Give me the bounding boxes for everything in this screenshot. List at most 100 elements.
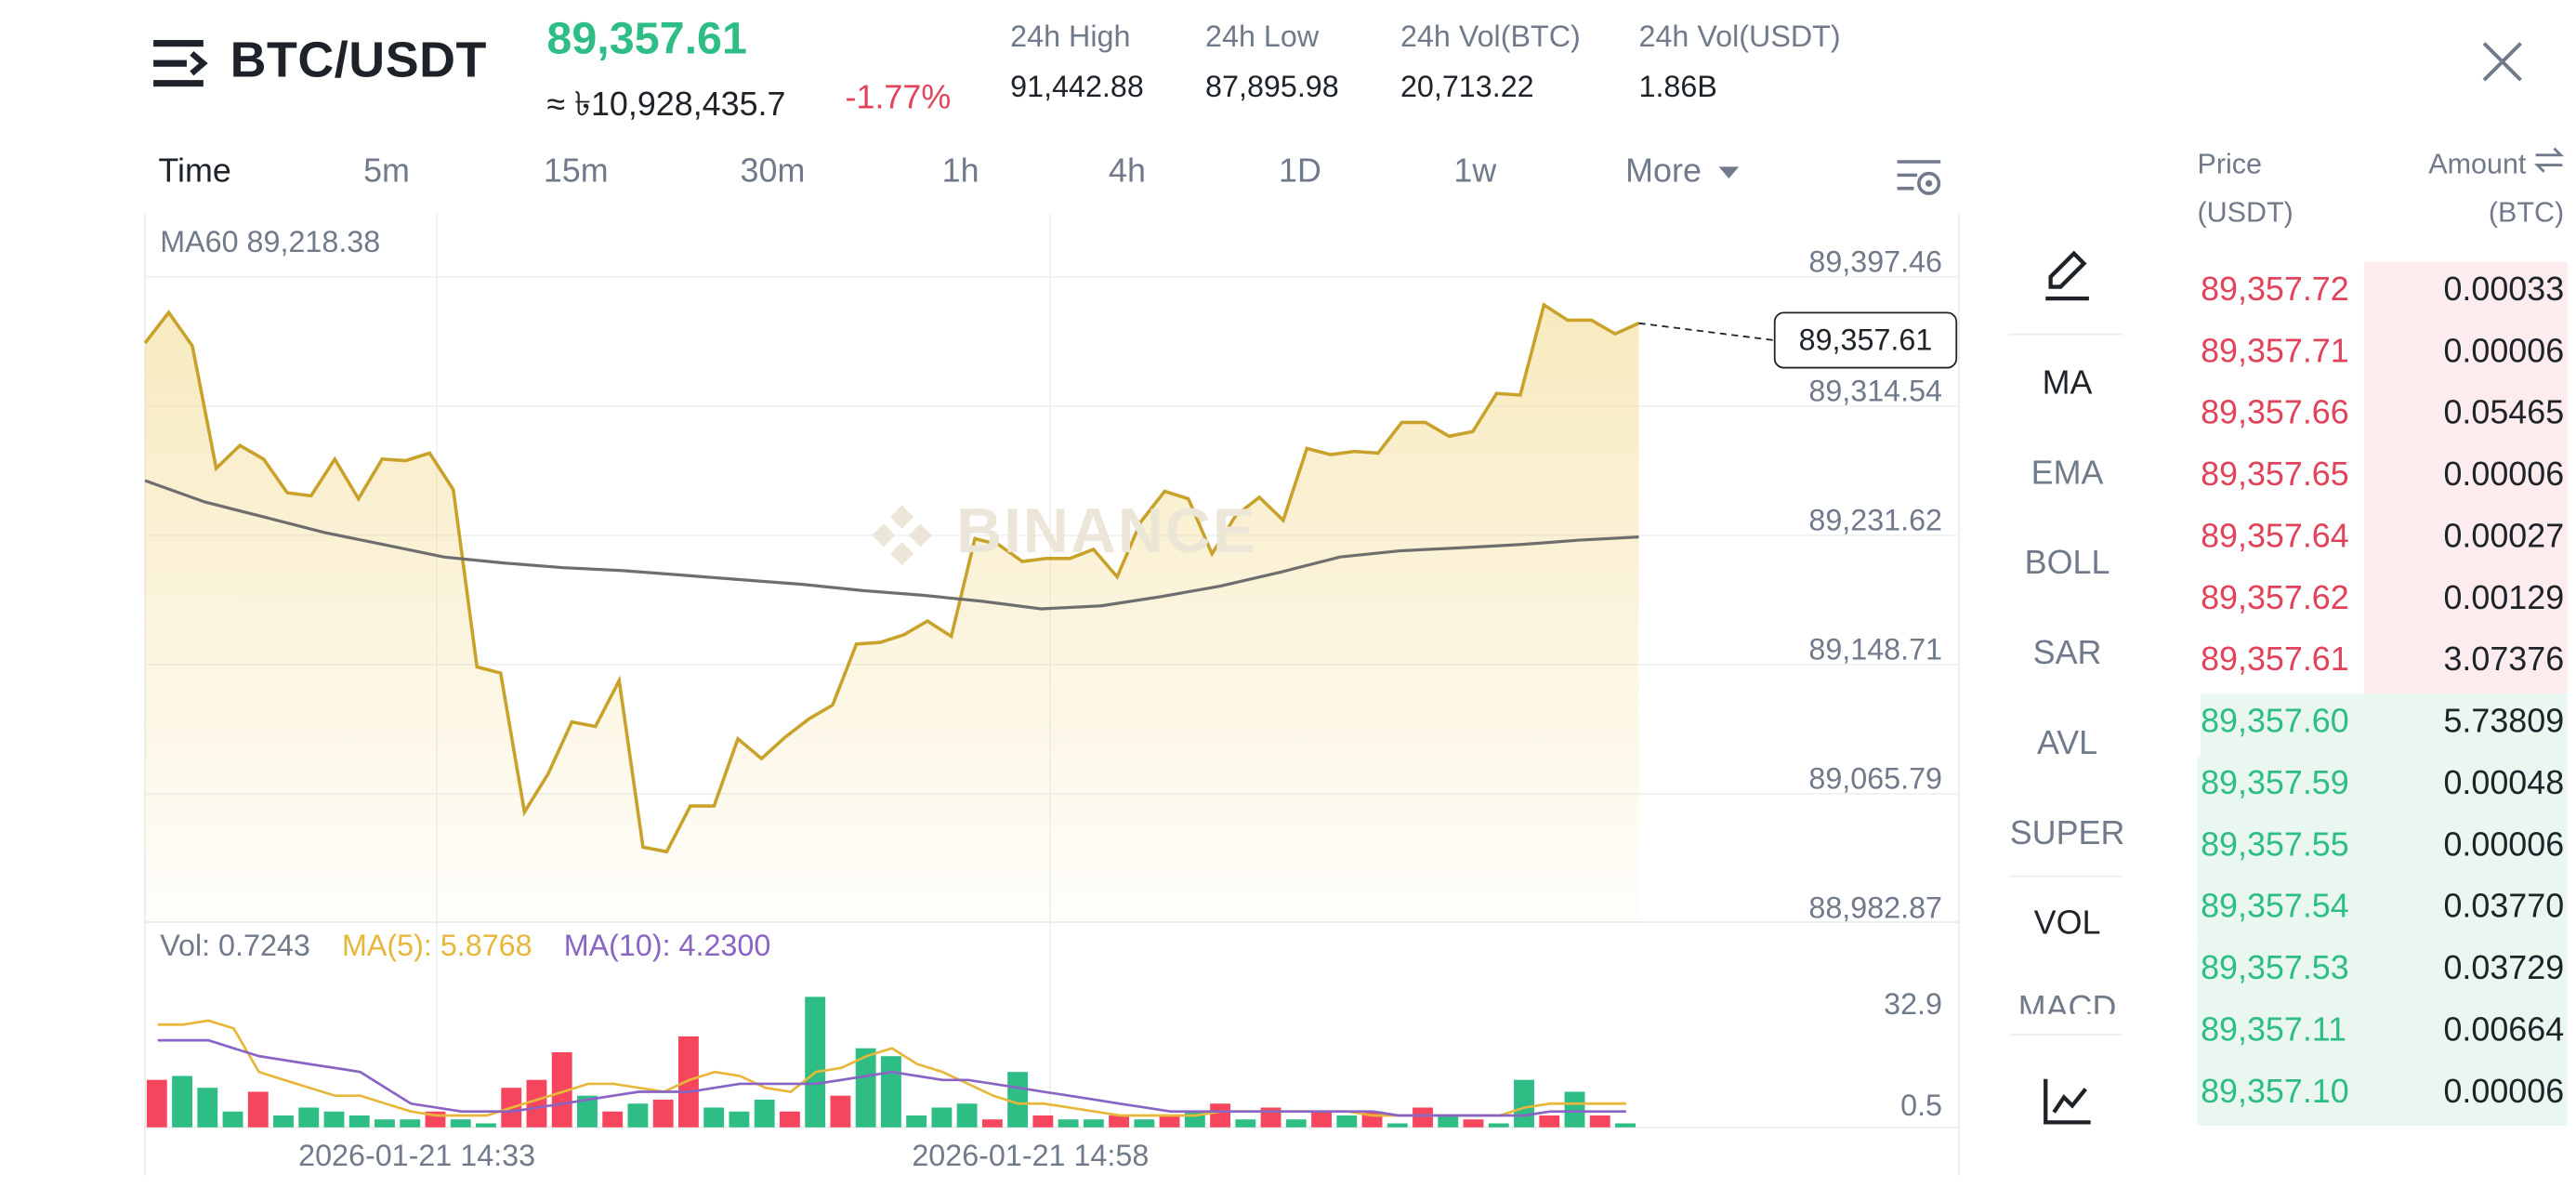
indicator-avl[interactable]: AVL: [2036, 725, 2098, 762]
tab-5m[interactable]: 5m: [363, 153, 410, 191]
indicator-sar[interactable]: SAR: [2032, 635, 2102, 672]
chart-line-icon[interactable]: [2041, 1074, 2094, 1127]
ask-row[interactable]: 89,357.71 0.00006: [2197, 323, 2568, 386]
depth-bar: [2363, 508, 2568, 571]
bid-row[interactable]: 89,357.53 0.03729: [2197, 940, 2568, 1003]
price-chart[interactable]: 89,397.46 89,314.54 89,231.62 89,148.71 89,0…: [0, 0, 2001, 1201]
bid-row[interactable]: 89,357.54 0.03770: [2197, 878, 2568, 941]
tab-1d[interactable]: 1D: [1278, 153, 1321, 191]
depth-bar: [2363, 631, 2568, 694]
ma60-line: [144, 479, 1639, 611]
volume-bar: [1134, 1119, 1155, 1128]
volume-bar: [1336, 1115, 1358, 1128]
volume-bar: [577, 1095, 598, 1128]
change-percent: -1.77%: [845, 80, 952, 117]
indicator-ema[interactable]: EMA: [2031, 455, 2104, 493]
volume-ma10-line: [157, 1038, 1626, 1117]
tab-15m[interactable]: 15m: [543, 153, 609, 191]
volume-bar: [729, 1111, 750, 1128]
orderbook-price: 89,357.54: [2201, 889, 2349, 926]
volume-bar: [830, 1095, 851, 1128]
depth-bar: [2197, 878, 2568, 941]
chart-settings-icon[interactable]: [1894, 157, 1944, 201]
bid-row[interactable]: 89,357.60 5.73809: [2197, 693, 2568, 756]
orderbook-price: 89,357.71: [2201, 333, 2349, 371]
volume-bar: [1159, 1115, 1180, 1128]
y-tick-label: 89,397.46: [1808, 244, 1942, 278]
volume-bar: [1564, 1091, 1585, 1128]
orderbook-amount: 0.03770: [2443, 889, 2565, 926]
time-label-2: 2026-01-21 14:58: [912, 1139, 1150, 1173]
orderbook-price-unit: (USDT): [2197, 196, 2293, 229]
volume-bar: [1058, 1119, 1079, 1128]
orderbook-price: 89,357.61: [2201, 641, 2349, 680]
ask-row[interactable]: 89,357.62 0.00129: [2197, 570, 2568, 632]
bid-row[interactable]: 89,357.59 0.00048: [2197, 755, 2568, 818]
y-tick-label: 88,982.87: [1808, 891, 1942, 925]
close-icon[interactable]: [2477, 36, 2528, 86]
indicator-boll[interactable]: BOLL: [2024, 545, 2110, 583]
volume-bar: [273, 1115, 294, 1128]
orderbook-price: 89,357.11: [2201, 1011, 2347, 1049]
volume-bar: [222, 1111, 243, 1128]
orderbook-amount: 0.00006: [2443, 826, 2565, 864]
depth-bar: [2363, 446, 2568, 509]
depth-bar: [2201, 693, 2568, 756]
orderbook-price: 89,357.60: [2201, 704, 2349, 741]
fiat-price: ≈ ৳10,928,435.7: [546, 86, 786, 124]
indicator-super[interactable]: SUPER: [2009, 815, 2125, 852]
ask-row[interactable]: 89,357.65 0.00006: [2197, 446, 2568, 509]
indicator-vol[interactable]: VOL: [2033, 905, 2101, 943]
orderbook-amount: 0.00664: [2443, 1011, 2565, 1049]
volume-bar: [197, 1088, 218, 1128]
y-tick-label: 89,231.62: [1808, 503, 1942, 536]
price-line: [143, 302, 1640, 854]
stat-value-24h-vol-btc: 20,713.22: [1400, 70, 1534, 104]
volume-bar: [779, 1111, 800, 1128]
stat-value-24h-vol-usdt: 1.86B: [1638, 70, 1717, 104]
pair-title[interactable]: BTC/USDT: [230, 33, 487, 89]
menu-icon[interactable]: [153, 40, 210, 87]
volume-bar: [703, 1107, 725, 1128]
indicator-ma[interactable]: MA: [2042, 364, 2093, 403]
depth-bar: [2197, 940, 2568, 1003]
ask-row[interactable]: 89,357.61 3.07376: [2197, 631, 2568, 694]
bid-row[interactable]: 89,357.10 0.00006: [2197, 1063, 2568, 1126]
volume-bar: [678, 1036, 699, 1128]
ask-row[interactable]: 89,357.72 0.00033: [2197, 261, 2568, 324]
tab-4h[interactable]: 4h: [1109, 153, 1146, 191]
tab-more[interactable]: More: [1625, 153, 1741, 191]
volume-bar: [931, 1107, 953, 1128]
y-tick-label: 89,148.71: [1808, 633, 1942, 666]
tab-1w[interactable]: 1w: [1453, 153, 1497, 191]
orderbook-amount: 0.00027: [2443, 518, 2565, 556]
tab-1h[interactable]: 1h: [941, 153, 979, 191]
volume-bar: [323, 1111, 345, 1128]
volume-bar: [247, 1091, 269, 1128]
watermark-text: BINANCE: [955, 496, 1257, 567]
bid-row[interactable]: 89,357.11 0.00664: [2197, 1002, 2568, 1064]
orderbook-amount: 0.00048: [2443, 765, 2565, 802]
orderbook-amount: 5.73809: [2443, 704, 2565, 741]
ask-row[interactable]: 89,357.64 0.00027: [2197, 508, 2568, 571]
swap-arrows-icon[interactable]: [2534, 147, 2565, 174]
bid-row[interactable]: 89,357.55 0.00006: [2197, 817, 2568, 879]
draw-pencil-icon[interactable]: [2041, 247, 2094, 304]
orderbook-amount-header: Amount: [2428, 148, 2527, 180]
tab-30m[interactable]: 30m: [740, 153, 806, 191]
ask-row[interactable]: 89,357.66 0.05465: [2197, 385, 2568, 447]
volume-bar: [906, 1115, 927, 1128]
stat-label-24h-high: 24h High: [1010, 20, 1131, 54]
indicator-macd[interactable]: MACD: [2017, 990, 2117, 1014]
stat-value-24h-low: 87,895.98: [1205, 70, 1339, 104]
volume-bar: [375, 1119, 395, 1128]
volume-bar: [1463, 1119, 1484, 1128]
orderbook-price: 89,357.72: [2201, 271, 2349, 309]
depth-bar: [2363, 261, 2568, 324]
depth-bar: [2197, 1002, 2568, 1064]
vol-tick-bottom: 0.5: [1900, 1089, 1943, 1123]
binance-logo-icon: [872, 505, 932, 566]
tab-time[interactable]: Time: [158, 153, 231, 191]
orderbook-price: 89,357.59: [2201, 765, 2349, 802]
orderbook-amount: 0.00033: [2443, 271, 2565, 309]
